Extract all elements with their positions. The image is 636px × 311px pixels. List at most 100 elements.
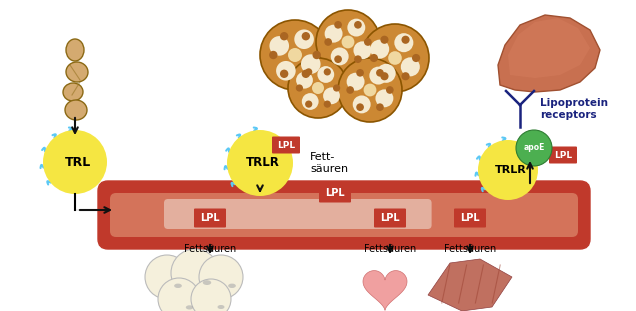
Circle shape [342, 35, 354, 49]
Ellipse shape [66, 39, 84, 61]
Circle shape [356, 103, 364, 111]
Circle shape [353, 95, 371, 114]
Circle shape [386, 86, 394, 94]
Circle shape [380, 72, 389, 80]
Circle shape [516, 130, 552, 166]
FancyBboxPatch shape [164, 199, 432, 229]
Circle shape [301, 70, 310, 78]
Text: Lipoprotein: Lipoprotein [540, 98, 608, 108]
Ellipse shape [65, 100, 87, 120]
Circle shape [370, 54, 378, 62]
Text: TRLR: TRLR [495, 165, 527, 175]
Text: LPL: LPL [460, 213, 480, 223]
Ellipse shape [66, 62, 88, 82]
Circle shape [227, 130, 293, 196]
Circle shape [324, 100, 331, 108]
Text: receptors: receptors [540, 110, 597, 120]
Ellipse shape [203, 280, 211, 285]
Text: apoE: apoE [523, 143, 544, 152]
Circle shape [296, 84, 303, 92]
Circle shape [394, 33, 413, 52]
Circle shape [356, 69, 364, 77]
Circle shape [317, 66, 334, 83]
Circle shape [260, 20, 330, 90]
Text: LPL: LPL [200, 213, 220, 223]
Circle shape [43, 130, 107, 194]
Circle shape [324, 38, 332, 46]
Circle shape [361, 24, 429, 92]
Circle shape [347, 73, 364, 91]
Circle shape [301, 32, 310, 40]
Circle shape [338, 58, 402, 122]
Circle shape [324, 68, 331, 76]
Text: LPL: LPL [380, 213, 400, 223]
Circle shape [294, 30, 314, 49]
Circle shape [376, 69, 384, 77]
FancyBboxPatch shape [319, 183, 351, 202]
Circle shape [312, 51, 321, 59]
Circle shape [270, 36, 289, 56]
Circle shape [375, 89, 394, 107]
Circle shape [388, 51, 402, 65]
Circle shape [269, 51, 277, 59]
Circle shape [199, 255, 243, 299]
Polygon shape [498, 15, 600, 92]
Circle shape [401, 72, 410, 80]
Circle shape [478, 140, 538, 200]
FancyBboxPatch shape [549, 146, 577, 164]
Ellipse shape [186, 305, 193, 309]
Circle shape [296, 72, 313, 89]
Circle shape [145, 255, 189, 299]
Text: LPL: LPL [277, 141, 295, 150]
Circle shape [158, 278, 200, 311]
Text: Fett-
säuren: Fett- säuren [310, 152, 348, 174]
FancyBboxPatch shape [454, 208, 486, 228]
Polygon shape [363, 271, 407, 310]
Circle shape [312, 82, 324, 94]
FancyBboxPatch shape [110, 193, 578, 237]
Circle shape [305, 68, 312, 76]
Circle shape [335, 55, 342, 63]
Circle shape [324, 25, 343, 43]
Circle shape [280, 70, 288, 78]
Text: Fettsäuren: Fettsäuren [444, 244, 496, 254]
Circle shape [288, 48, 302, 62]
Ellipse shape [174, 284, 182, 288]
Circle shape [301, 54, 321, 74]
FancyBboxPatch shape [272, 137, 300, 154]
Circle shape [401, 36, 410, 44]
Polygon shape [508, 18, 590, 78]
Circle shape [364, 84, 377, 96]
Circle shape [347, 86, 354, 94]
Circle shape [171, 249, 219, 297]
Circle shape [377, 64, 396, 83]
Circle shape [335, 21, 342, 29]
Circle shape [412, 54, 420, 62]
Circle shape [305, 100, 312, 108]
Ellipse shape [218, 305, 225, 309]
Circle shape [276, 61, 296, 81]
Text: LPL: LPL [325, 188, 345, 198]
Text: TRL: TRL [65, 156, 92, 169]
Circle shape [401, 57, 420, 77]
Ellipse shape [228, 284, 236, 288]
Circle shape [323, 87, 340, 104]
Circle shape [370, 39, 389, 59]
Circle shape [380, 36, 389, 44]
Circle shape [191, 279, 231, 311]
FancyBboxPatch shape [374, 208, 406, 228]
Circle shape [333, 84, 340, 92]
Circle shape [316, 10, 380, 74]
Circle shape [376, 103, 384, 111]
FancyBboxPatch shape [98, 181, 590, 249]
Text: LPL: LPL [554, 151, 572, 160]
Circle shape [370, 67, 387, 85]
Text: Fettsäuren: Fettsäuren [364, 244, 416, 254]
Circle shape [280, 32, 288, 40]
Circle shape [288, 58, 348, 118]
Polygon shape [428, 259, 512, 311]
Circle shape [354, 41, 371, 59]
Circle shape [331, 48, 349, 65]
Text: TRLR: TRLR [246, 156, 280, 169]
Circle shape [354, 21, 362, 29]
